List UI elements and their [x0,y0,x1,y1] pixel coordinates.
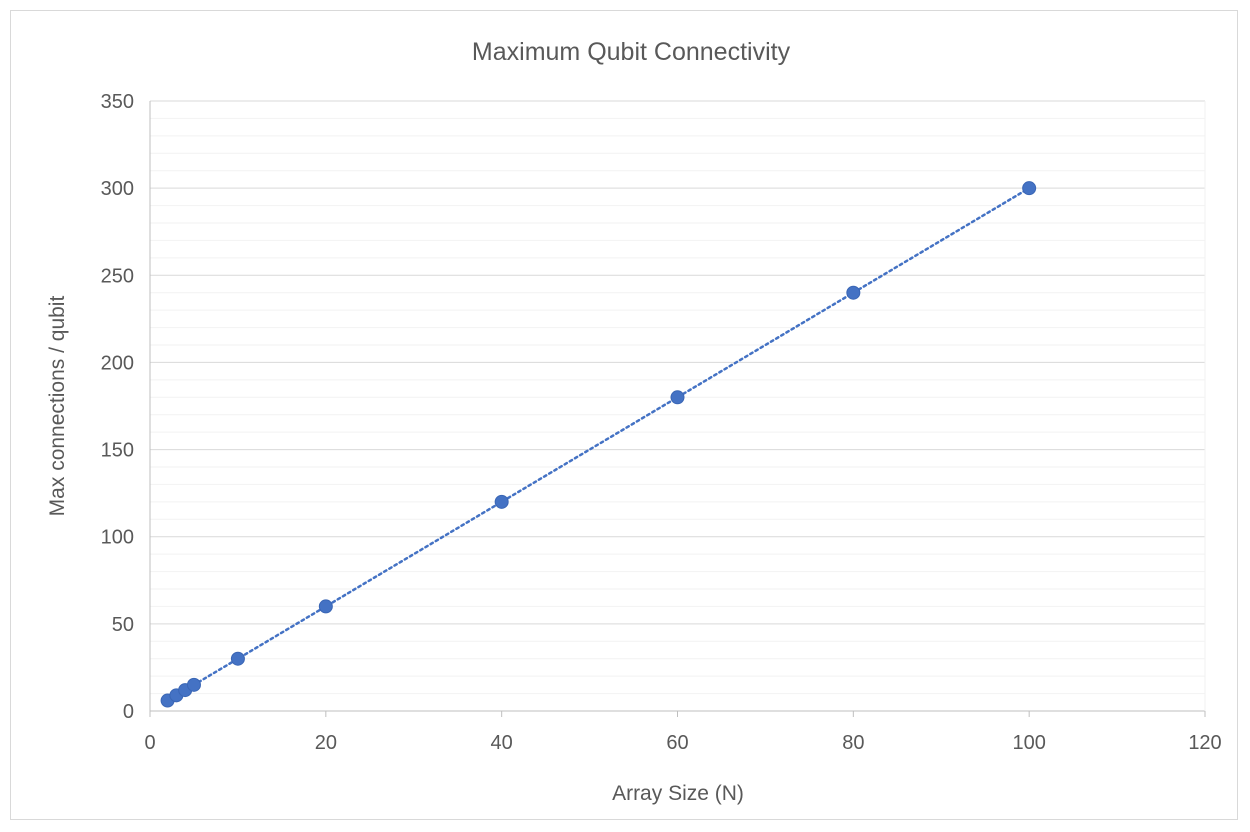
x-tick-label: 100 [1012,732,1045,754]
data-point [186,677,201,692]
x-axis-tick-labels: 0 20 40 60 80 100 120 [144,732,1221,754]
x-tick-label: 120 [1188,732,1221,754]
y-tick-label: 300 [101,178,134,200]
data-point [846,285,861,300]
y-tick-label: 100 [101,527,134,549]
data-point [494,494,509,509]
minor-gridlines [150,117,1205,695]
trendline-segment [166,186,1031,702]
x-tick-label: 0 [144,732,155,754]
x-tick-label: 80 [842,732,864,754]
y-axis-title: Max connections / qubit [46,296,69,517]
y-tick-label: 150 [101,440,134,462]
data-point [1022,181,1037,196]
chart-title: Maximum Qubit Connectivity [472,38,791,66]
y-tick-label: 0 [123,701,134,723]
y-axis-tick-labels: 0 50 100 150 200 250 300 350 [101,91,134,723]
y-tick-label: 350 [101,91,134,113]
data-point [318,599,333,614]
axes [149,101,1206,717]
data-point [670,390,685,405]
trendline [166,186,1031,702]
y-tick-label: 200 [101,352,134,374]
x-tick-label: 60 [666,732,688,754]
x-tick-label: 20 [315,732,337,754]
major-gridlines [150,100,1205,625]
x-axis-title: Array Size (N) [612,782,744,805]
y-tick-label: 250 [101,265,134,287]
x-tick-label: 40 [491,732,513,754]
data-point [230,651,245,666]
y-tick-label: 50 [112,614,134,636]
data-points [160,181,1037,708]
